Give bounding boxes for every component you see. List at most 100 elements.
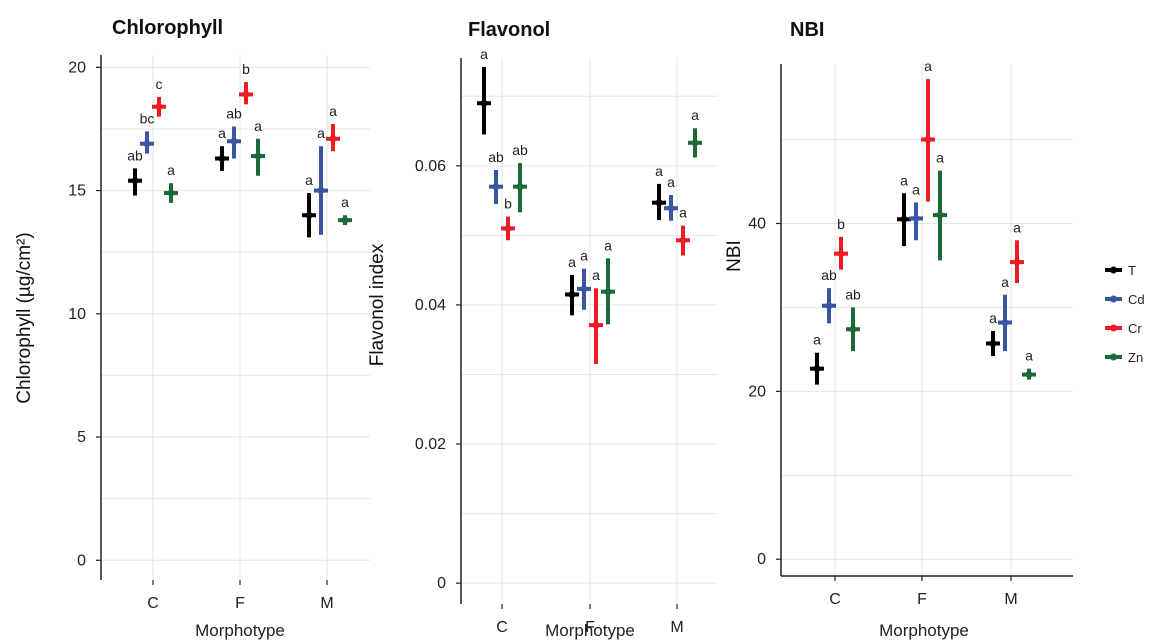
significance-letter: b — [504, 196, 512, 212]
significance-letter: a — [813, 332, 821, 348]
legend-point-t — [1110, 266, 1117, 274]
mean-point-cd — [825, 302, 833, 310]
x-axis-label-chlorophyll: Morphotype — [195, 621, 285, 640]
significance-letter: a — [655, 163, 663, 179]
panel-title-nbi: NBI — [790, 19, 824, 41]
x-tick-label: M — [320, 595, 333, 612]
panel-title-chlorophyll: Chlorophyll — [112, 17, 223, 39]
mean-point-cr — [679, 236, 687, 244]
mean-point-cd — [230, 137, 238, 145]
significance-letter: ab — [845, 286, 861, 302]
x-tick-label: C — [829, 591, 841, 608]
significance-letter: ab — [512, 142, 528, 158]
significance-letter: a — [305, 172, 313, 188]
legend-point-cr — [1110, 324, 1117, 332]
legend: T Cd Cr Zn — [1105, 263, 1145, 365]
significance-letter: a — [218, 125, 226, 141]
significance-letter: ab — [488, 149, 504, 165]
y-tick-label: 10 — [68, 306, 86, 323]
mean-point-zn — [167, 189, 175, 197]
significance-letter: a — [900, 172, 908, 188]
y-axis-label-flavonol: Flavonol index — [367, 243, 388, 366]
mean-point-cr — [155, 103, 163, 111]
significance-letter: c — [156, 76, 163, 92]
y-tick-label: 0 — [437, 575, 446, 592]
significance-letter: a — [329, 103, 337, 119]
mean-point-t — [218, 155, 226, 163]
mean-point-cr — [592, 321, 600, 329]
mean-point-t — [305, 211, 313, 219]
mean-point-cd — [580, 285, 588, 293]
x-axis-label-nbi: Morphotype — [879, 621, 969, 640]
significance-letter: a — [317, 125, 325, 141]
y-ticks-flavonol: 0 0.02 0.04 0.06 — [415, 158, 461, 592]
significance-letter: a — [691, 107, 699, 123]
legend-point-cd — [1110, 295, 1117, 303]
y-axis-label-nbi: NBI — [724, 240, 745, 272]
x-tick-label: F — [585, 619, 595, 636]
x-tick-label: C — [147, 595, 159, 612]
panel-chlorophyll: Chlorophyll 0 5 10 15 20 C F M Chlorophyll (µg… — [14, 17, 370, 640]
significance-letter: a — [667, 174, 675, 190]
mean-point-t — [568, 290, 576, 298]
y-tick-label: 0.06 — [415, 158, 446, 175]
mean-point-zn — [341, 216, 349, 224]
significance-letter: a — [604, 237, 612, 253]
x-tick-label: F — [917, 591, 927, 608]
legend-label-cr: Cr — [1128, 321, 1142, 336]
significance-letter: a — [989, 310, 997, 326]
significance-letter: a — [1013, 219, 1021, 235]
mean-point-cr — [837, 250, 845, 258]
mean-point-cd — [317, 187, 325, 195]
mean-point-zn — [936, 211, 944, 219]
significance-letter: a — [1025, 348, 1033, 364]
mean-point-cr — [504, 224, 512, 232]
significance-letter: a — [924, 58, 932, 74]
significance-letter: a — [1001, 274, 1009, 290]
mean-point-t — [989, 340, 997, 348]
grid-nbi — [781, 64, 1073, 576]
significance-letter: a — [568, 254, 576, 270]
y-tick-label: 0 — [77, 552, 86, 569]
significance-letter: a — [254, 118, 262, 134]
mean-point-zn — [691, 139, 699, 147]
legend-point-zn — [1110, 353, 1117, 361]
significance-letter: a — [936, 150, 944, 166]
mean-point-zn — [1025, 371, 1033, 379]
y-tick-label: 20 — [68, 59, 86, 76]
panel-flavonol: Flavonol 0 0.02 0.04 0.06 C F M Flavonol inde… — [367, 19, 718, 640]
mean-point-cd — [667, 204, 675, 212]
significance-letter: b — [837, 216, 845, 232]
y-ticks-chlorophyll: 0 5 10 15 20 — [68, 59, 101, 569]
significance-letter: a — [679, 205, 687, 221]
panel-title-flavonol: Flavonol — [468, 19, 550, 41]
mean-point-zn — [604, 288, 612, 296]
mean-point-cr — [924, 136, 932, 144]
mean-point-cr — [329, 135, 337, 143]
mean-point-t — [813, 365, 821, 373]
mean-point-t — [900, 215, 908, 223]
mean-point-zn — [516, 183, 524, 191]
y-tick-label: 0.04 — [415, 297, 446, 314]
y-ticks-nbi: 0 20 40 — [748, 215, 781, 568]
significance-letter: ab — [821, 267, 837, 283]
y-tick-label: 15 — [68, 183, 86, 200]
mean-point-cd — [1001, 319, 1009, 327]
y-tick-label: 5 — [77, 429, 86, 446]
mean-point-t — [655, 199, 663, 207]
significance-letter: a — [341, 194, 349, 210]
mean-point-zn — [254, 152, 262, 160]
mean-point-cr — [1013, 258, 1021, 266]
y-tick-label: 20 — [748, 383, 766, 400]
mean-point-cd — [492, 183, 500, 191]
significance-letter: a — [167, 162, 175, 178]
significance-letter: a — [480, 46, 488, 62]
x-tick-label: M — [670, 619, 683, 636]
